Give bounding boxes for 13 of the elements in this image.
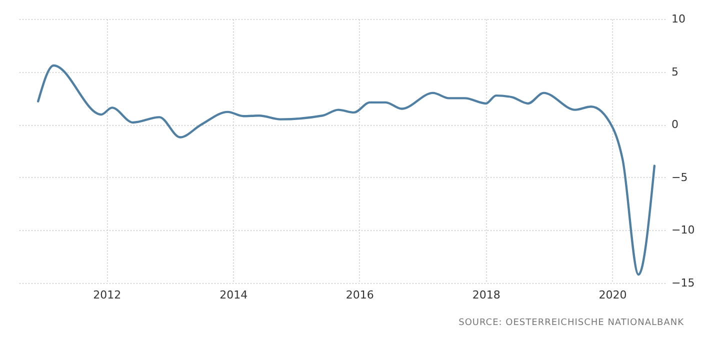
x-tick-label: 2018 bbox=[472, 288, 500, 302]
y-tick-label: −15 bbox=[672, 276, 695, 290]
source-note: SOURCE: OESTERREICHISCHE NATIONALBANK bbox=[458, 318, 684, 328]
line-series bbox=[37, 64, 656, 276]
x-tick-label: 2020 bbox=[598, 288, 627, 302]
y-tick-label: −10 bbox=[672, 224, 695, 237]
y-tick-label: 5 bbox=[672, 65, 678, 78]
y-tick-label: 10 bbox=[672, 12, 686, 26]
x-tick-label: 2012 bbox=[93, 288, 122, 302]
x-tick-label: 2016 bbox=[346, 288, 374, 302]
y-tick-label: 0 bbox=[672, 118, 678, 132]
x-tick-label: 2014 bbox=[220, 288, 248, 302]
y-tick-label: −5 bbox=[672, 170, 688, 184]
